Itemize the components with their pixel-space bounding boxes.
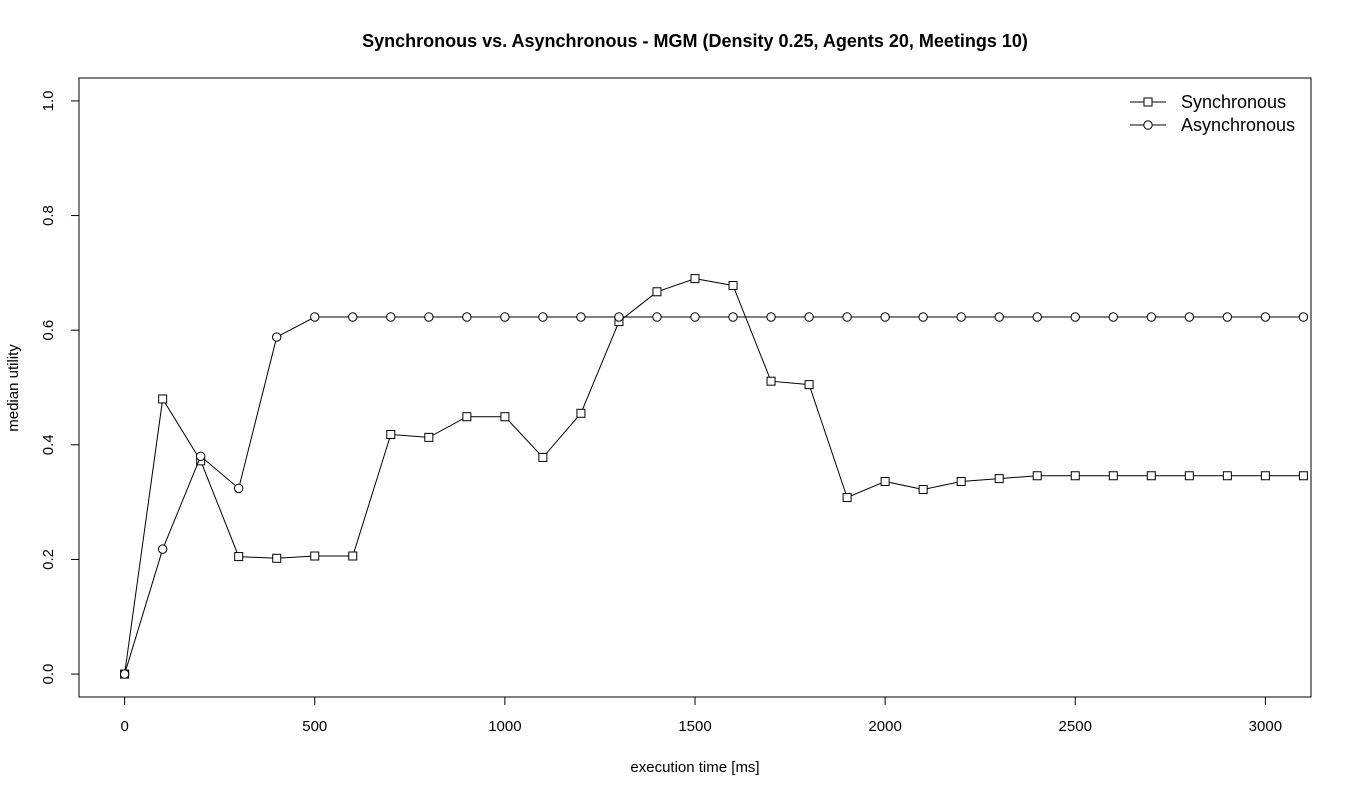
asynchronous-point <box>880 312 890 322</box>
series-layer <box>119 274 1309 679</box>
synchronous-point <box>766 376 776 386</box>
y-tick-label: 1.0 <box>40 90 57 111</box>
asynchronous-point <box>918 312 928 322</box>
y-tick-label: 0.4 <box>40 434 57 455</box>
x-tick-label: 1500 <box>678 718 711 735</box>
synchronous-point <box>348 551 358 561</box>
asynchronous-point <box>386 312 396 322</box>
chart-title: Synchronous vs. Asynchronous - MGM (Dens… <box>362 31 1028 51</box>
legend-label-synchronous: Synchronous <box>1181 92 1286 112</box>
y-axis: 0.0 0.2 0.4 0.6 0.8 1.0 <box>40 90 80 685</box>
synchronous-point <box>1070 471 1080 481</box>
synchronous-point <box>956 476 966 486</box>
asynchronous-point <box>614 312 624 322</box>
synchronous-point <box>1260 471 1270 481</box>
legend-marker-asynchronous <box>1143 120 1153 130</box>
asynchronous-point <box>424 312 434 322</box>
synchronous-point <box>1298 471 1308 481</box>
asynchronous-point <box>1032 312 1042 322</box>
synchronous-point <box>918 485 928 495</box>
series-asynchronous <box>119 312 1309 679</box>
x-axis: 0 500 1000 1500 2000 2500 3000 <box>120 696 1282 735</box>
asynchronous-point <box>1184 312 1195 322</box>
x-tick-label: 500 <box>302 718 327 735</box>
asynchronous-point <box>348 312 358 322</box>
x-tick-label: 2000 <box>868 718 901 735</box>
synchronous-point <box>804 380 814 390</box>
y-tick-label: 0.8 <box>40 205 57 226</box>
synchronous-point <box>538 452 548 462</box>
synchronous-point <box>1146 471 1156 481</box>
asynchronous-point <box>119 669 130 679</box>
asynchronous-point <box>272 332 282 342</box>
asynchronous-point <box>690 312 700 322</box>
synchronous-point <box>576 408 586 418</box>
asynchronous-point <box>500 312 510 322</box>
synchronous-point <box>310 551 320 561</box>
asynchronous-point <box>1146 312 1156 322</box>
asynchronous-point <box>1108 312 1118 322</box>
y-tick-label: 0.0 <box>40 664 57 685</box>
asynchronous-point <box>462 312 472 322</box>
asynchronous-point <box>538 312 548 322</box>
asynchronous-point <box>994 312 1004 322</box>
synchronous-point <box>272 553 282 563</box>
legend-marker-synchronous <box>1143 97 1153 107</box>
y-tick-label: 0.2 <box>40 549 57 570</box>
asynchronous-point <box>1070 312 1080 322</box>
asynchronous-point <box>576 312 586 322</box>
synchronous-line <box>124 278 1304 675</box>
asynchronous-line <box>124 316 1304 675</box>
asynchronous-point <box>804 312 814 322</box>
asynchronous-point <box>310 312 320 322</box>
y-axis-label: median utility <box>5 344 22 432</box>
asynchronous-point <box>157 544 168 554</box>
legend-label-asynchronous: Asynchronous <box>1181 115 1295 135</box>
x-tick-label: 0 <box>120 718 128 735</box>
synchronous-point <box>1032 471 1042 481</box>
x-axis-label: execution time [ms] <box>630 759 759 776</box>
synchronous-point <box>500 412 510 422</box>
x-tick-label: 2500 <box>1059 718 1092 735</box>
x-tick-label: 1000 <box>488 718 521 735</box>
synchronous-point <box>842 493 852 503</box>
asynchronous-point <box>234 483 244 494</box>
synchronous-point <box>158 394 168 404</box>
synchronous-point <box>234 552 244 562</box>
asynchronous-point <box>1298 312 1309 322</box>
series-synchronous <box>120 274 1308 679</box>
synchronous-point <box>1108 471 1118 481</box>
synchronous-point <box>1184 471 1194 481</box>
synchronous-point <box>424 432 434 442</box>
asynchronous-point <box>1260 312 1271 322</box>
synchronous-point <box>386 429 396 439</box>
asynchronous-point <box>842 312 852 322</box>
y-tick-label: 0.6 <box>40 320 57 341</box>
legend: Synchronous Asynchronous <box>1130 92 1295 135</box>
asynchronous-point <box>1222 312 1233 322</box>
asynchronous-point <box>728 312 738 322</box>
asynchronous-point <box>956 312 966 322</box>
synchronous-point <box>728 280 738 290</box>
synchronous-point <box>994 474 1004 484</box>
x-tick-label: 3000 <box>1249 718 1282 735</box>
asynchronous-point <box>766 312 776 322</box>
asynchronous-point <box>652 312 662 322</box>
synchronous-point <box>652 287 662 297</box>
synchronous-point <box>1222 471 1232 481</box>
asynchronous-point <box>195 451 206 461</box>
synchronous-point <box>462 412 472 422</box>
synchronous-point <box>880 476 890 486</box>
synchronous-point <box>690 274 700 284</box>
